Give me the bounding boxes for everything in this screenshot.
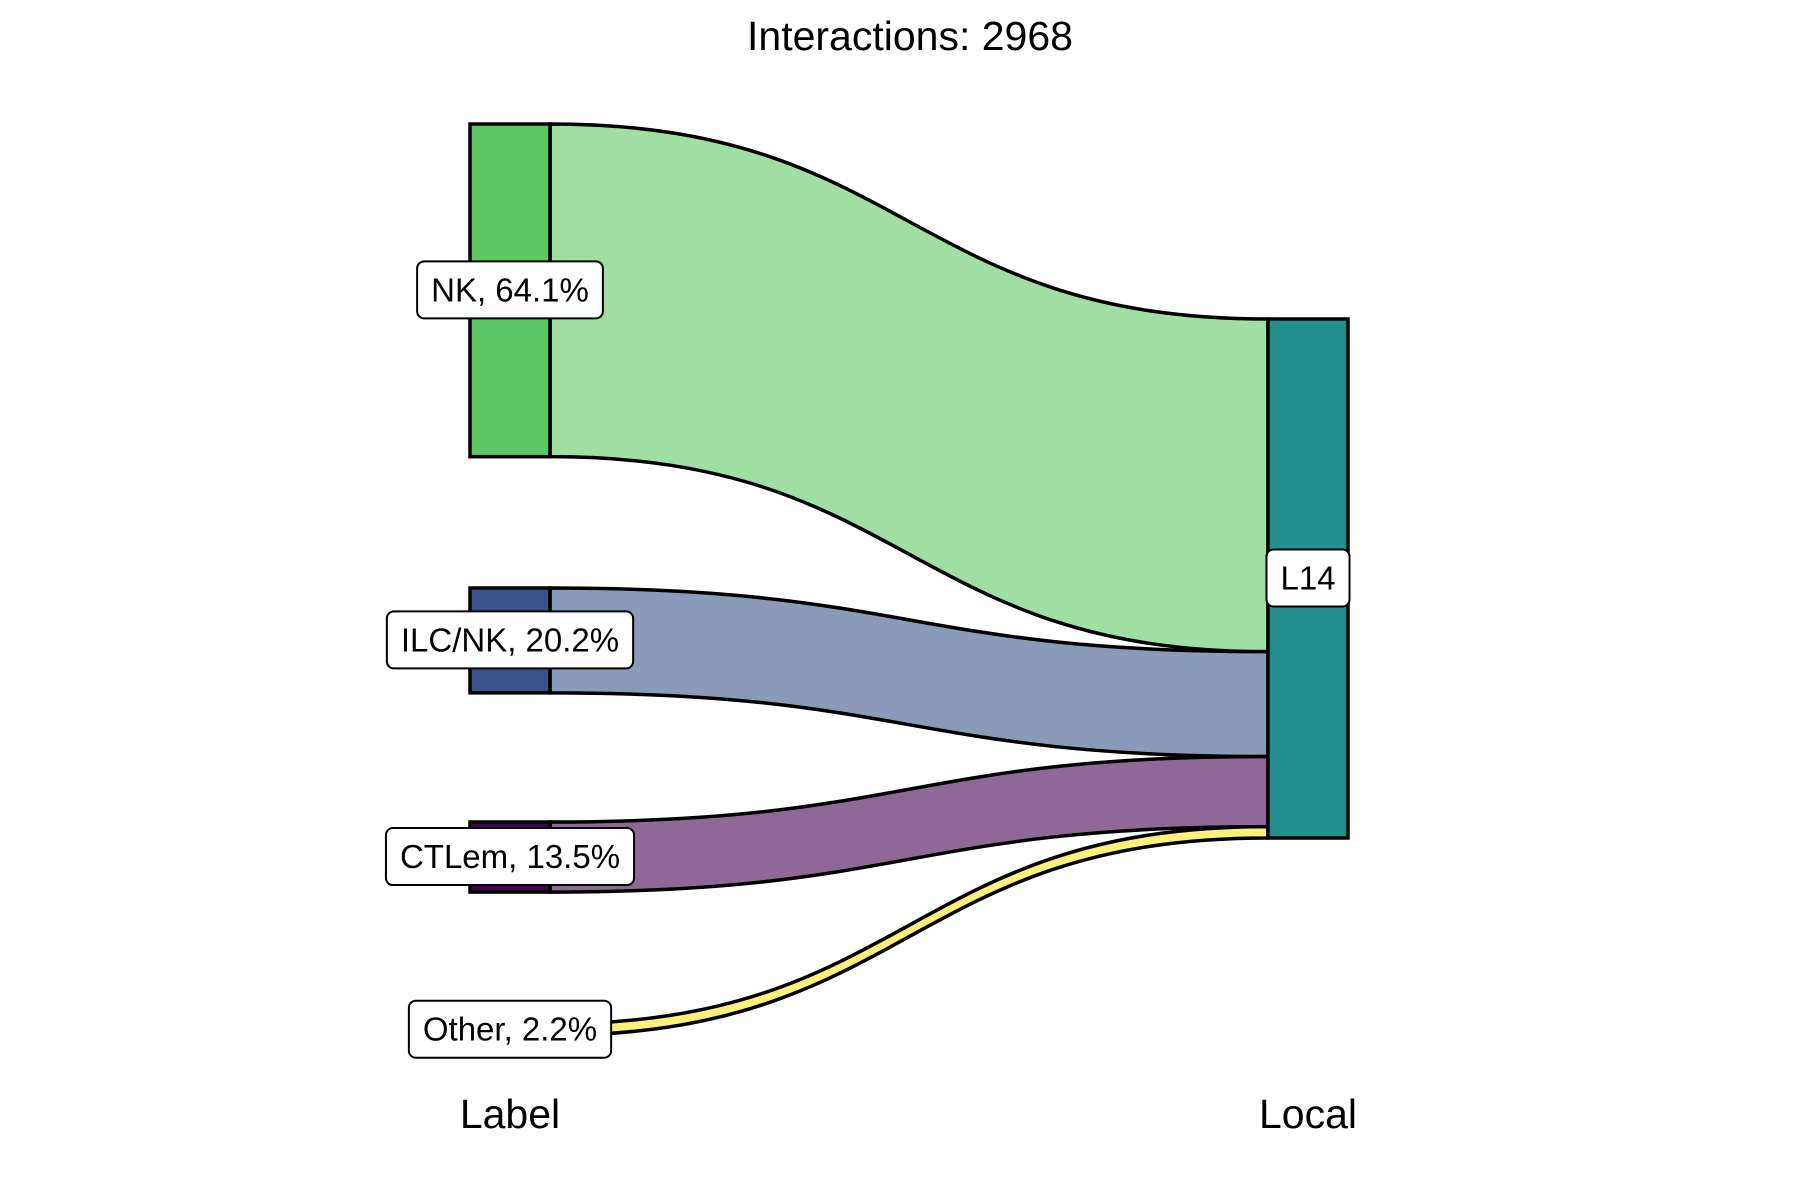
flows-layer bbox=[548, 122, 1270, 1038]
label-l14-box bbox=[1265, 548, 1351, 608]
label-ctlem-text: CTLem, 13.5% bbox=[400, 838, 620, 875]
label-l14: L14 bbox=[1265, 548, 1351, 608]
labels-layer: NK, 64.1% ILC/NK, 20.2% CTLem, 13.5% Other,… bbox=[384, 260, 1351, 1059]
label-ilc-nk: ILC/NK, 20.2% bbox=[385, 610, 635, 670]
label-ctlem: CTLem, 13.5% bbox=[384, 827, 636, 887]
label-nk-text: NK, 64.1% bbox=[431, 271, 589, 308]
label-other-box bbox=[407, 999, 613, 1059]
label-ilc-nk-text: ILC/NK, 20.2% bbox=[401, 621, 619, 658]
axis-label-right: Local bbox=[1259, 1091, 1357, 1137]
label-ilc-nk-box bbox=[385, 610, 635, 670]
flow-ctlem-to-l14 bbox=[548, 754, 1270, 894]
label-other: Other, 2.2% bbox=[407, 999, 613, 1059]
label-l14-text: L14 bbox=[1280, 560, 1335, 597]
axis-label-left: Label bbox=[460, 1091, 560, 1137]
label-ctlem-box bbox=[384, 827, 636, 887]
label-nk: NK, 64.1% bbox=[416, 260, 604, 320]
label-nk-box bbox=[416, 260, 604, 320]
label-other-text: Other, 2.2% bbox=[423, 1011, 597, 1048]
flow-nk-to-l14 bbox=[548, 122, 1270, 654]
chart-title: Interactions: 2968 bbox=[747, 13, 1073, 59]
